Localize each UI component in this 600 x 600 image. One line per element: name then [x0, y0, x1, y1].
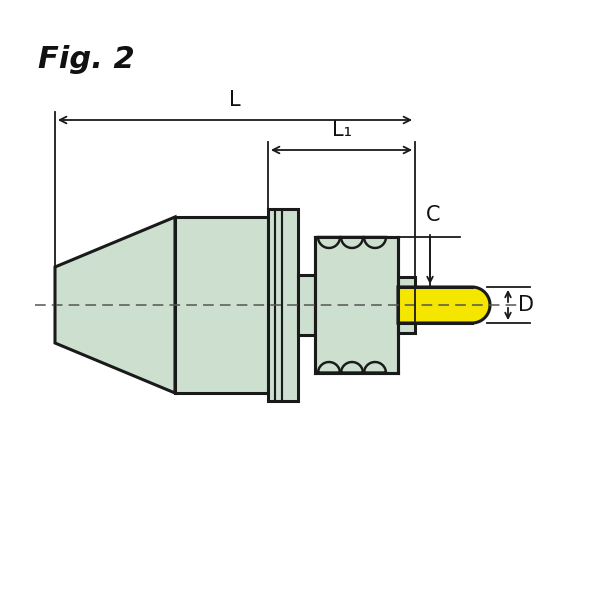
Polygon shape [175, 217, 268, 393]
Bar [398, 287, 472, 323]
Polygon shape [364, 237, 386, 248]
Polygon shape [318, 237, 340, 248]
Text: L₁: L₁ [331, 120, 352, 140]
Text: L: L [229, 90, 241, 110]
Polygon shape [55, 217, 175, 393]
Polygon shape [298, 275, 315, 335]
Polygon shape [341, 362, 363, 373]
Polygon shape [318, 362, 340, 373]
Polygon shape [398, 277, 415, 333]
Polygon shape [341, 237, 363, 248]
Polygon shape [268, 209, 298, 401]
Polygon shape [398, 287, 490, 323]
Text: Fig. 2: Fig. 2 [38, 46, 135, 74]
Polygon shape [364, 362, 386, 373]
Polygon shape [315, 237, 398, 373]
Text: D: D [518, 295, 534, 315]
Text: C: C [426, 205, 440, 225]
